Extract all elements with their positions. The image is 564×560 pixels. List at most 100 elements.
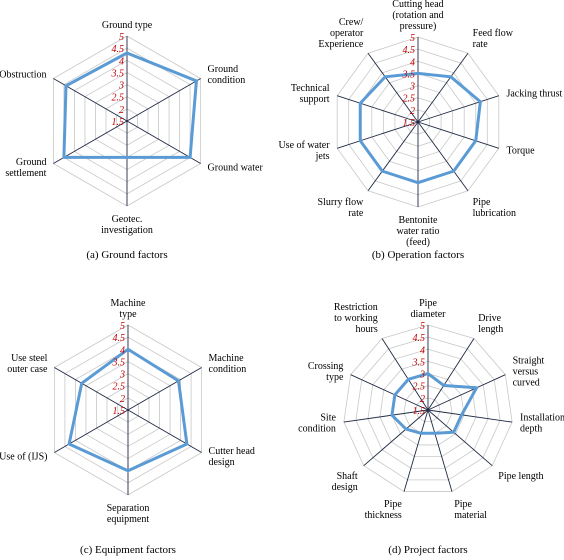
tick-label: 2 (420, 394, 425, 405)
tick-label: 3 (119, 370, 125, 381)
tick-label: 2 (119, 105, 124, 116)
category-label: Site condition (298, 413, 336, 435)
grid-ring (355, 336, 501, 481)
tick-label: 2.5 (112, 93, 125, 104)
tick-label: 3.5 (112, 357, 126, 368)
axis-line (54, 367, 129, 411)
axis-line (337, 95, 419, 123)
data-line (62, 51, 198, 159)
axis-line (417, 95, 499, 123)
grid-ring (367, 348, 489, 469)
tick-label: 4.5 (112, 44, 125, 55)
tick-label: 1.5 (403, 118, 416, 129)
category-label: Machine condition (209, 353, 247, 375)
tick-label: 5 (410, 33, 415, 44)
axis-line (367, 52, 419, 123)
tick-label: 3.5 (402, 69, 416, 80)
tick-label: 4.5 (113, 333, 126, 344)
tick-label: 2 (410, 106, 415, 117)
category-label: Separation equipment (107, 503, 150, 525)
category-label: Cutter head design (209, 446, 255, 468)
axis-line (337, 121, 419, 149)
tick-label: 4.5 (403, 45, 416, 56)
axis-line (427, 409, 493, 467)
axis-line (367, 121, 419, 192)
category-label: Feed flow rate (473, 28, 514, 50)
chart-title: (d) Project factors (388, 544, 467, 556)
tick-label: 2.5 (113, 382, 126, 393)
category-label: Ground condition (208, 64, 246, 86)
axis-line (126, 78, 201, 122)
category-label: Ground settlement (5, 157, 46, 179)
axis-line (403, 409, 429, 492)
category-label: Use of water jets (278, 140, 330, 162)
tick-label: 2.5 (403, 94, 416, 105)
axis-line (427, 374, 506, 411)
category-label: Straight versus curved (513, 355, 545, 388)
tick-label: 4 (119, 56, 124, 67)
tick-label: 5 (119, 32, 124, 43)
tick-label: 3 (419, 370, 425, 381)
axis-line (417, 52, 469, 123)
tick-label: 4 (410, 57, 415, 68)
data-line (67, 347, 189, 473)
tick-label: 3 (409, 82, 415, 93)
category-label: Ground water (208, 163, 264, 174)
category-label: Jacking thrust (506, 88, 562, 99)
tick-label: 4 (120, 345, 125, 356)
tick-label: 5 (420, 321, 425, 332)
category-label: Obstruction (0, 70, 46, 81)
category-label: Drive length (478, 313, 503, 335)
category-label: Installation depth (520, 413, 564, 435)
category-label: Pipe lubrication (473, 197, 516, 219)
axis-line (427, 409, 513, 423)
tick-label: 3.5 (111, 68, 125, 79)
category-label: Bentonite water ratio (feed) (396, 215, 439, 248)
tick-label: 5 (120, 321, 125, 332)
category-label: Ground type (102, 20, 153, 31)
category-label: Pipe material (454, 499, 487, 521)
category-label: Slurry flow rate (317, 197, 364, 219)
axis-line (350, 374, 429, 411)
category-label: Torque (506, 146, 535, 157)
axis-line (417, 121, 469, 192)
category-label: Crossing type (308, 361, 344, 383)
axis-line (417, 121, 499, 149)
axis-line (127, 367, 202, 411)
category-label: Crew/operator Experience (318, 17, 364, 50)
grid-ring (343, 324, 513, 492)
category-label: Geotec. investigation (101, 214, 153, 236)
category-label: Restriction to working hours (334, 302, 378, 335)
data-line (390, 372, 479, 435)
axis-line (363, 409, 429, 467)
data-line (358, 71, 482, 185)
chart-title: (b) Operation factors (372, 249, 464, 261)
category-label: Use of (IJS) (0, 452, 47, 463)
tick-label: 3 (118, 81, 124, 92)
grid-ring (415, 397, 441, 423)
axis-line (343, 409, 429, 423)
chart-title: (c) Equipment factors (80, 544, 176, 556)
tick-label: 1.5 (113, 406, 126, 417)
axis-line (127, 409, 202, 453)
category-label: Shaft design (332, 471, 358, 493)
category-label: Pipe length (498, 471, 543, 482)
axis-line (427, 338, 475, 411)
category-label: Pipe thickness (365, 499, 403, 521)
category-label: Machine type (111, 298, 147, 320)
tick-label: 2.5 (413, 382, 426, 393)
category-label: Technical support (291, 83, 330, 105)
tick-label: 1.5 (413, 406, 426, 417)
tick-label: 4 (420, 345, 425, 356)
chart-title: (a) Ground factors (86, 249, 167, 261)
category-label: Cutting head (rotation and pressure) (392, 0, 443, 32)
axis-line (54, 409, 129, 453)
axis-line (427, 409, 453, 492)
category-label: Pipe diameter (411, 298, 447, 320)
tick-label: 1.5 (112, 117, 125, 128)
axis-line (381, 338, 429, 411)
tick-label: 4.5 (413, 333, 426, 344)
category-label: Use steel outer case (7, 353, 48, 375)
tick-label: 3.5 (412, 357, 426, 368)
